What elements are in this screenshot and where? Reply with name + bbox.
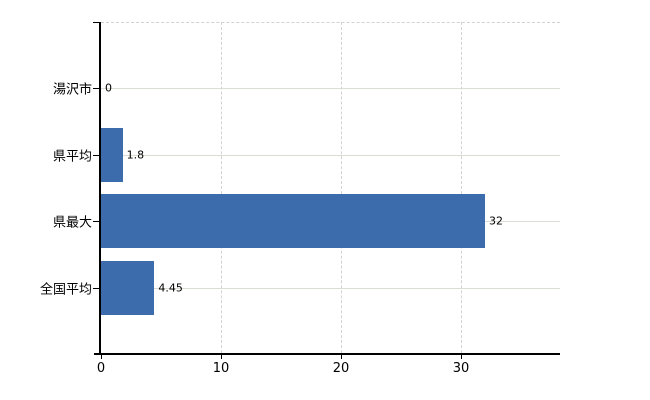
value-label: 0 [105,81,112,95]
bar [101,128,123,182]
x-axis-tick [101,355,102,359]
h-gridline [101,155,560,156]
v-gridline [341,22,343,353]
x-axis [94,353,560,355]
x-tick-label: 30 [452,361,470,376]
value-label: 32 [489,214,504,228]
category-label: 全国平均 [39,282,92,298]
bar [101,261,154,315]
x-axis-tick [341,355,343,359]
h-gridline [101,288,560,289]
x-tick-label: 20 [332,361,350,376]
v-gridline [221,22,222,353]
value-label: 4.45 [158,281,183,295]
h-gridline [101,88,560,89]
y-axis-tick [93,88,100,89]
x-tick-label: 0 [96,361,106,376]
value-label: 1.8 [126,148,145,162]
v-gridline [461,22,463,353]
y-axis [99,22,101,354]
bar [101,194,485,248]
x-axis-tick [461,355,463,359]
y-axis-tick [93,221,100,222]
category-label: 湯沢市 [52,82,92,98]
category-label: 県平均 [52,149,92,165]
x-axis-tick [221,355,222,359]
y-axis-tick [93,155,100,156]
category-label: 県最大 [52,215,92,231]
y-axis-tick [93,288,100,289]
plot-area [101,22,560,355]
y-axis-top-tick [93,22,100,23]
x-tick-label: 10 [212,361,230,376]
